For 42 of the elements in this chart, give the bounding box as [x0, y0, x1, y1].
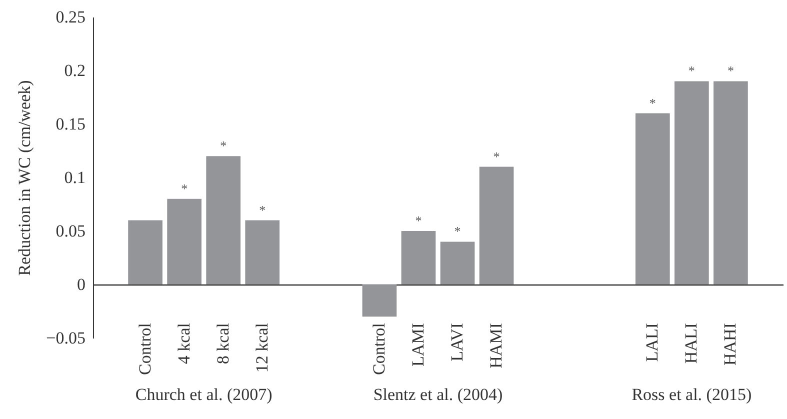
bar [128, 220, 162, 284]
data-label: * [454, 224, 461, 239]
x-tick-label: LALI [642, 322, 662, 362]
data-label: * [259, 202, 266, 218]
y-tick-label: 0.1 [64, 168, 86, 187]
x-tick-label: LAVI [448, 322, 467, 362]
data-label: * [649, 95, 656, 110]
y-tick-label: −0.05 [46, 328, 86, 348]
x-tick-label: HALI [682, 322, 701, 364]
text: Slentz et al. (2004) [373, 385, 503, 405]
bar [401, 231, 436, 284]
data-label: * [727, 63, 734, 78]
bar [206, 156, 241, 284]
bar [674, 81, 709, 284]
bar [440, 242, 475, 284]
y-axis-title: Reduction in WC (cm/week) [15, 80, 34, 276]
text: Church et al. (2007) [135, 385, 272, 405]
y-tick-label: 0.05 [56, 222, 86, 240]
bar [479, 166, 514, 284]
x-tick-label: HAMI [486, 322, 506, 368]
bar [714, 81, 748, 284]
bar [635, 113, 670, 284]
y-tick-label: 0.25 [56, 8, 86, 26]
y-tick-label: 0.2 [64, 61, 86, 80]
data-label: * [688, 63, 695, 78]
text: Ross et al. (2015) [632, 385, 752, 405]
x-tick-label: Control [369, 322, 388, 375]
y-tick-label: 0 [77, 275, 86, 294]
x-tick-label: HAHI [720, 322, 740, 366]
bar [362, 284, 397, 317]
x-tick-label: 12 kcal [252, 322, 272, 373]
data-label: * [415, 213, 422, 228]
x-tick-label: 4 kcal [174, 322, 194, 364]
data-label: * [181, 180, 188, 196]
y-tick-label: 0.15 [56, 114, 86, 134]
data-label: * [220, 138, 227, 154]
x-tick-label: 8 kcal [213, 322, 232, 364]
bar [167, 198, 202, 284]
data-label: * [493, 148, 500, 164]
x-tick-label: LAMI [408, 322, 428, 366]
bar [245, 220, 280, 284]
x-tick-label: Control [135, 322, 154, 375]
